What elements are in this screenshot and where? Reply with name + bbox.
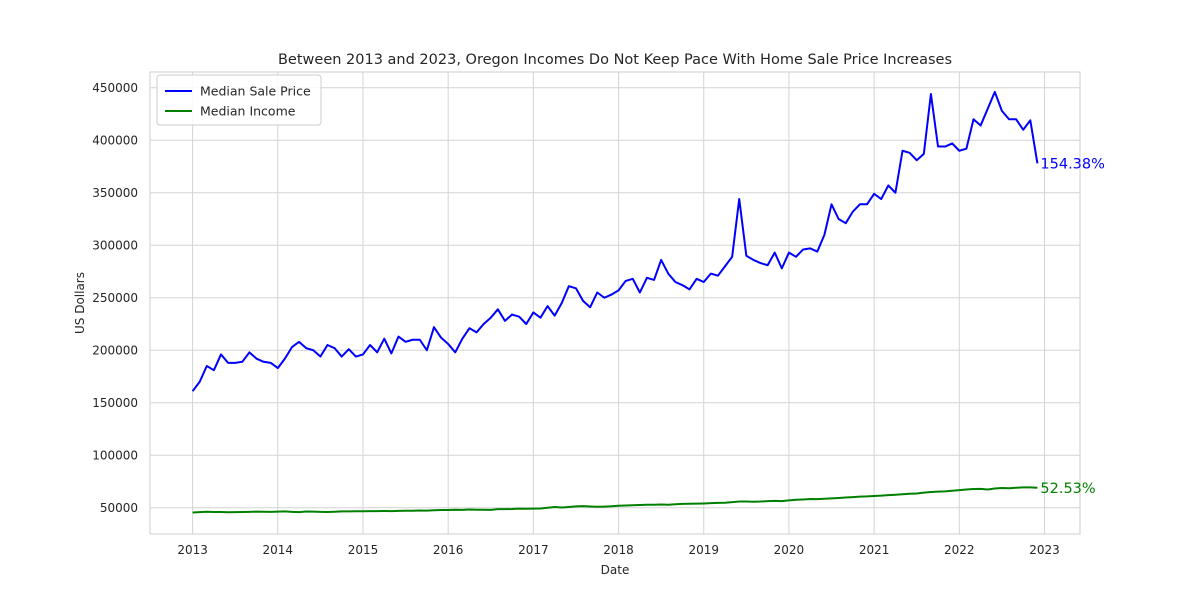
y-tick-label: 350000: [92, 186, 138, 200]
series-lines: [191, 90, 1039, 514]
series-line-income: [192, 486, 1038, 514]
x-axis-label: Date: [601, 563, 630, 577]
y-tick-label: 200000: [92, 343, 138, 357]
legend-label-income: Median Income: [200, 104, 296, 119]
x-tick-label: 2014: [263, 543, 294, 557]
x-tick-label: 2015: [348, 543, 379, 557]
y-axis-label: US Dollars: [73, 272, 87, 334]
x-tick-labels: 2013 2014 2015 2016 2017 2018 2019 2020 2021 2022…: [177, 543, 1059, 557]
x-tick-label: 2021: [859, 543, 890, 557]
gridlines: [150, 72, 1080, 534]
chart-title: Between 2013 and 2023, Oregon Incomes Do…: [278, 52, 952, 68]
y-tick-labels: 50000 100000 150000 200000 250000 300000 35000…: [92, 81, 138, 515]
y-tick-label: 150000: [92, 396, 138, 410]
annotation-sale-price: 154.38%: [1040, 156, 1105, 172]
series-line-sale-price: [191, 90, 1039, 392]
y-tick-label: 450000: [92, 81, 138, 95]
x-tick-label: 2018: [603, 543, 634, 557]
x-tick-label: 2013: [177, 543, 208, 557]
x-tick-label: 2016: [433, 543, 464, 557]
x-tick-label: 2023: [1029, 543, 1060, 557]
plot-area: [149, 71, 1081, 535]
y-tick-label: 50000: [100, 501, 138, 515]
x-tick-label: 2019: [688, 543, 719, 557]
y-tick-label: 300000: [92, 238, 138, 252]
legend: Median Sale Price Median Income: [156, 74, 322, 126]
y-tick-label: 100000: [92, 448, 138, 462]
y-tick-label: 400000: [92, 133, 138, 147]
x-tick-label: 2020: [774, 543, 805, 557]
x-tick-label: 2017: [518, 543, 549, 557]
end-annotations: 154.38% 52.53%: [1040, 156, 1105, 496]
x-tick-label: 2022: [944, 543, 975, 557]
annotation-income: 52.53%: [1040, 481, 1095, 497]
y-tick-label: 250000: [92, 291, 138, 305]
legend-box: [156, 74, 322, 126]
legend-label-sale-price: Median Sale Price: [200, 84, 311, 99]
